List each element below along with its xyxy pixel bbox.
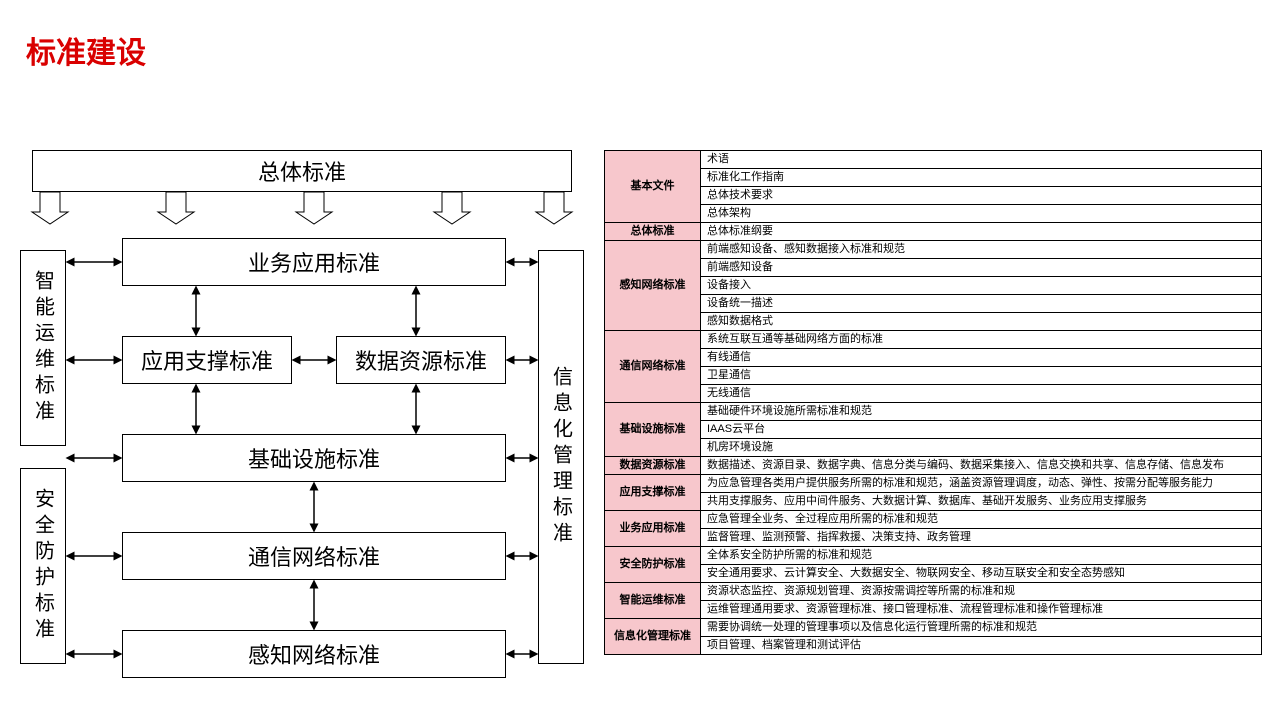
table-row: 设备接入 xyxy=(605,277,1262,295)
category-cell: 应用支撑标准 xyxy=(605,475,701,511)
item-cell: 设备统一描述 xyxy=(701,295,1262,313)
item-cell: 总体架构 xyxy=(701,205,1262,223)
item-cell: 有线通信 xyxy=(701,349,1262,367)
node-infra: 基础设施标准 xyxy=(122,434,506,482)
node-left_top: 智能运维标准 xyxy=(20,250,66,446)
table-row: 前端感知设备 xyxy=(605,259,1262,277)
table-row: 共用支撑服务、应用中间件服务、大数据计算、数据库、基础开发服务、业务应用支撑服务 xyxy=(605,493,1262,511)
table-row: 感知数据格式 xyxy=(605,313,1262,331)
item-cell: 无线通信 xyxy=(701,385,1262,403)
item-cell: 感知数据格式 xyxy=(701,313,1262,331)
category-cell: 业务应用标准 xyxy=(605,511,701,547)
node-left_bot: 安全防护标准 xyxy=(20,468,66,664)
node-app: 应用支撑标准 xyxy=(122,336,292,384)
node-net: 通信网络标准 xyxy=(122,532,506,580)
table-row: 运维管理通用要求、资源管理标准、接口管理标准、流程管理标准和操作管理标准 xyxy=(605,601,1262,619)
category-cell: 安全防护标准 xyxy=(605,547,701,583)
node-sense: 感知网络标准 xyxy=(122,630,506,678)
table-row: 数据资源标准数据描述、资源目录、数据字典、信息分类与编码、数据采集接入、信息交换… xyxy=(605,457,1262,475)
table-row: 基本文件术语 xyxy=(605,151,1262,169)
table-row: 智能运维标准资源状态监控、资源规划管理、资源按需调控等所需的标准和规 xyxy=(605,583,1262,601)
item-cell: 为应急管理各类用户提供服务所需的标准和规范，涵盖资源管理调度，动态、弹性、按需分… xyxy=(701,475,1262,493)
item-cell: 监督管理、监测预警、指挥救援、决策支持、政务管理 xyxy=(701,529,1262,547)
item-cell: 机房环境设施 xyxy=(701,439,1262,457)
item-cell: 术语 xyxy=(701,151,1262,169)
item-cell: 需要协调统一处理的管理事项以及信息化运行管理所需的标准和规范 xyxy=(701,619,1262,637)
category-cell: 通信网络标准 xyxy=(605,331,701,403)
item-cell: 共用支撑服务、应用中间件服务、大数据计算、数据库、基础开发服务、业务应用支撑服务 xyxy=(701,493,1262,511)
node-overall: 总体标准 xyxy=(32,150,572,192)
node-right: 信息化管理标准 xyxy=(538,250,584,664)
standards-table-wrap: 基本文件术语标准化工作指南总体技术要求总体架构总体标准总体标准纲要感知网络标准前… xyxy=(604,150,1262,655)
category-cell: 基本文件 xyxy=(605,151,701,223)
category-cell: 基础设施标准 xyxy=(605,403,701,457)
table-row: 项目管理、档案管理和测试评估 xyxy=(605,637,1262,655)
item-cell: 设备接入 xyxy=(701,277,1262,295)
table-row: 总体标准总体标准纲要 xyxy=(605,223,1262,241)
node-data: 数据资源标准 xyxy=(336,336,506,384)
category-cell: 智能运维标准 xyxy=(605,583,701,619)
table-row: 通信网络标准系统互联互通等基础网络方面的标准 xyxy=(605,331,1262,349)
diagram-arrows xyxy=(16,150,588,688)
table-row: 总体技术要求 xyxy=(605,187,1262,205)
page-title: 标准建设 xyxy=(26,28,146,72)
item-cell: 总体标准纲要 xyxy=(701,223,1262,241)
category-cell: 总体标准 xyxy=(605,223,701,241)
item-cell: 运维管理通用要求、资源管理标准、接口管理标准、流程管理标准和操作管理标准 xyxy=(701,601,1262,619)
table-row: 感知网络标准前端感知设备、感知数据接入标准和规范 xyxy=(605,241,1262,259)
table-row: 标准化工作指南 xyxy=(605,169,1262,187)
item-cell: 总体技术要求 xyxy=(701,187,1262,205)
item-cell: 全体系安全防护所需的标准和规范 xyxy=(701,547,1262,565)
category-cell: 感知网络标准 xyxy=(605,241,701,331)
item-cell: 基础硬件环境设施所需标准和规范 xyxy=(701,403,1262,421)
table-row: 基础设施标准基础硬件环境设施所需标准和规范 xyxy=(605,403,1262,421)
table-row: 应用支撑标准为应急管理各类用户提供服务所需的标准和规范，涵盖资源管理调度，动态、… xyxy=(605,475,1262,493)
category-cell: 数据资源标准 xyxy=(605,457,701,475)
item-cell: 资源状态监控、资源规划管理、资源按需调控等所需的标准和规 xyxy=(701,583,1262,601)
node-biz: 业务应用标准 xyxy=(122,238,506,286)
table-row: 信息化管理标准需要协调统一处理的管理事项以及信息化运行管理所需的标准和规范 xyxy=(605,619,1262,637)
table-row: IAAS云平台 xyxy=(605,421,1262,439)
standards-table: 基本文件术语标准化工作指南总体技术要求总体架构总体标准总体标准纲要感知网络标准前… xyxy=(604,150,1262,655)
item-cell: 安全通用要求、云计算安全、大数据安全、物联网安全、移动互联安全和安全态势感知 xyxy=(701,565,1262,583)
table-row: 有线通信 xyxy=(605,349,1262,367)
table-row: 卫星通信 xyxy=(605,367,1262,385)
table-row: 安全通用要求、云计算安全、大数据安全、物联网安全、移动互联安全和安全态势感知 xyxy=(605,565,1262,583)
table-row: 机房环境设施 xyxy=(605,439,1262,457)
category-cell: 信息化管理标准 xyxy=(605,619,701,655)
table-row: 无线通信 xyxy=(605,385,1262,403)
item-cell: 项目管理、档案管理和测试评估 xyxy=(701,637,1262,655)
item-cell: 标准化工作指南 xyxy=(701,169,1262,187)
item-cell: 系统互联互通等基础网络方面的标准 xyxy=(701,331,1262,349)
standards-diagram: 总体标准智能运维标准安全防护标准 信息化管理标准业务应用标准应用支撑标准数据资源标… xyxy=(16,150,588,688)
item-cell: 应急管理全业务、全过程应用所需的标准和规范 xyxy=(701,511,1262,529)
table-row: 业务应用标准应急管理全业务、全过程应用所需的标准和规范 xyxy=(605,511,1262,529)
item-cell: 前端感知设备、感知数据接入标准和规范 xyxy=(701,241,1262,259)
item-cell: 卫星通信 xyxy=(701,367,1262,385)
item-cell: 数据描述、资源目录、数据字典、信息分类与编码、数据采集接入、信息交换和共享、信息… xyxy=(701,457,1262,475)
table-row: 设备统一描述 xyxy=(605,295,1262,313)
table-row: 监督管理、监测预警、指挥救援、决策支持、政务管理 xyxy=(605,529,1262,547)
table-row: 安全防护标准全体系安全防护所需的标准和规范 xyxy=(605,547,1262,565)
table-row: 总体架构 xyxy=(605,205,1262,223)
item-cell: 前端感知设备 xyxy=(701,259,1262,277)
item-cell: IAAS云平台 xyxy=(701,421,1262,439)
